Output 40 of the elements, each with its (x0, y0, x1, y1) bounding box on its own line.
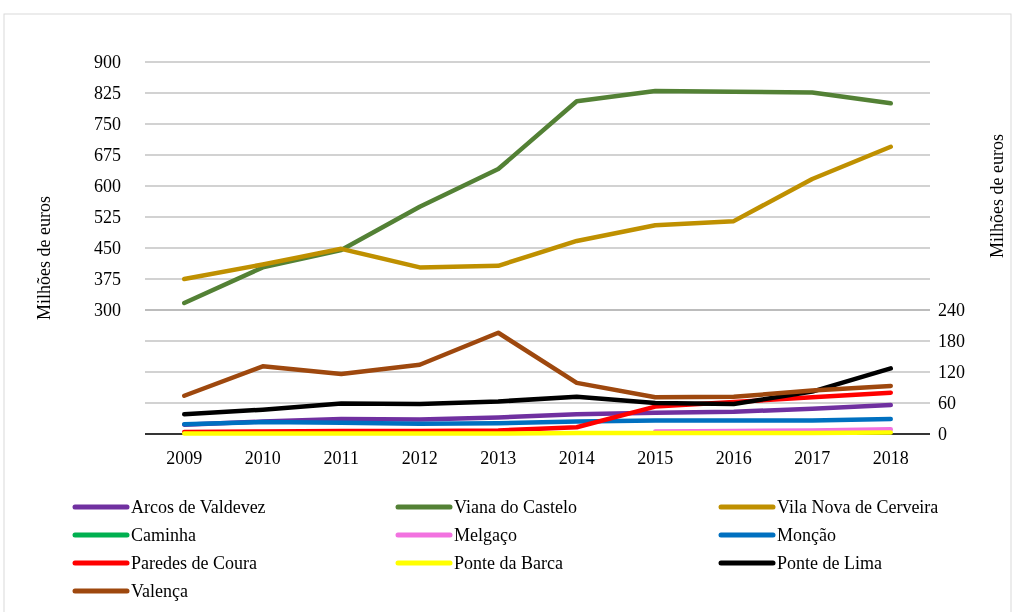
legend-label: Ponte da Barca (454, 553, 563, 574)
y-tick-label: 300 (94, 300, 121, 321)
y-tick-label: 375 (94, 269, 121, 290)
line-series (182, 88, 893, 306)
x-tick-label: 2010 (244, 448, 281, 468)
y2-tick-label: 60 (938, 393, 956, 414)
legend-label: Ponte de Lima (777, 553, 882, 574)
x-tick-label: 2013 (480, 448, 517, 468)
y2-tick-label: 0 (938, 424, 947, 445)
y2-axis-title: Milhões de euros (987, 134, 1007, 258)
y-tick-label: 900 (94, 52, 121, 73)
legend-label: Caminha (131, 525, 196, 546)
x-tick-label: 2011 (323, 448, 359, 468)
legend-label: Arcos de Valdevez (131, 497, 266, 518)
legend-label: Valença (131, 581, 188, 602)
y-tick-label: 600 (94, 176, 121, 197)
y-tick-label: 825 (94, 83, 121, 104)
line-series (182, 366, 893, 417)
x-tick-label: 2009 (166, 448, 203, 468)
legend-label: Paredes de Coura (131, 553, 257, 574)
x-tick-label: 2017 (794, 448, 831, 468)
y2-tick-label: 240 (938, 300, 965, 321)
legend-label: Melgaço (454, 525, 517, 546)
y-tick-label: 750 (94, 114, 121, 135)
y2-tick-label: 180 (938, 331, 965, 352)
x-tick-label: 2012 (401, 448, 438, 468)
line-series (182, 144, 893, 282)
legend-label: Vila Nova de Cerveira (777, 497, 939, 518)
y-tick-label: 450 (94, 238, 121, 259)
legend-label: Viana do Castelo (454, 497, 577, 518)
x-tick-label: 2015 (637, 448, 674, 468)
x-tick-label: 2018 (872, 448, 909, 468)
x-tick-label: 2016 (715, 448, 752, 468)
x-tick-label: 2014 (558, 448, 595, 468)
y2-tick-label: 120 (938, 362, 965, 383)
y-tick-label: 675 (94, 145, 121, 166)
y-axis-title: Milhões de euros (34, 196, 54, 320)
legend-label: Monção (777, 525, 836, 546)
line-series (182, 330, 893, 400)
y-tick-label: 525 (94, 207, 121, 228)
